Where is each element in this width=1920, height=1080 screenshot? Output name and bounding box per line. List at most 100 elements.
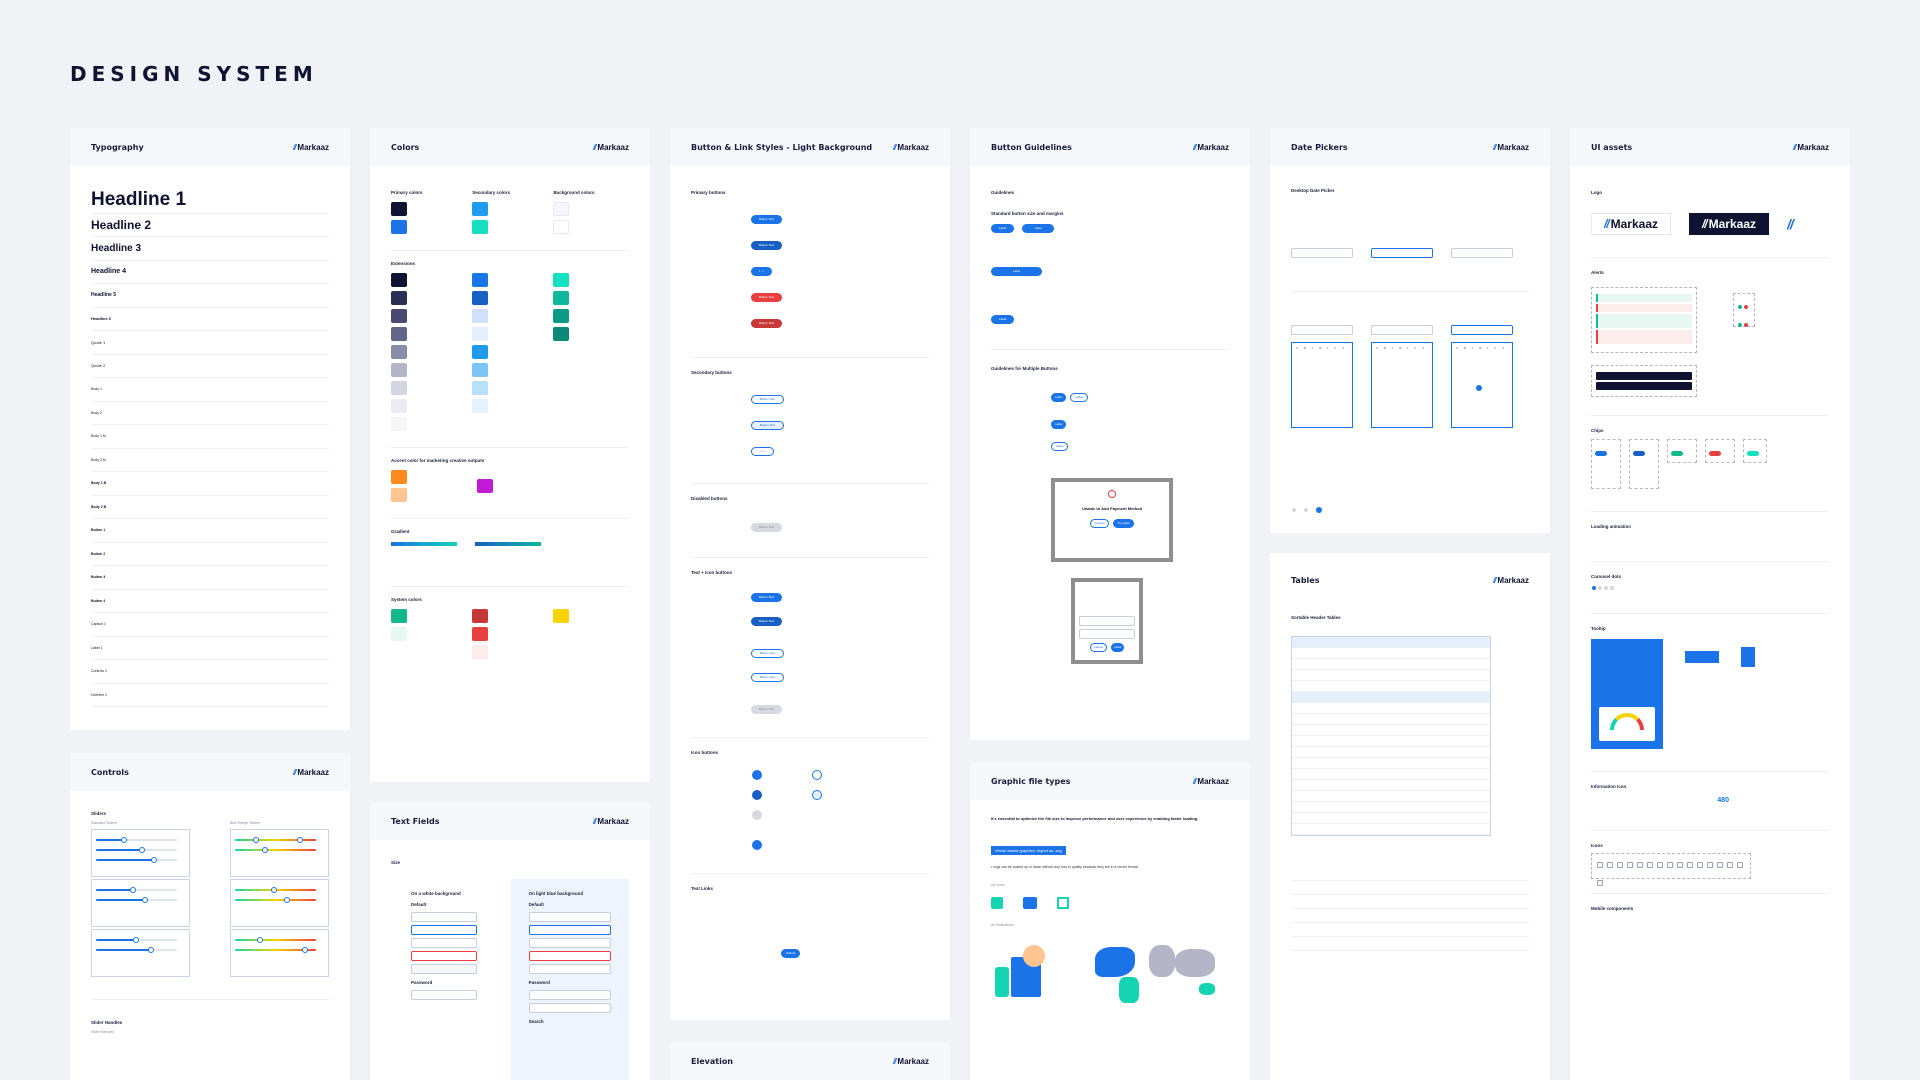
table-row[interactable] bbox=[1292, 747, 1490, 758]
table-row[interactable] bbox=[1292, 703, 1490, 714]
password-input[interactable] bbox=[528, 1003, 611, 1013]
table-row[interactable] bbox=[1291, 909, 1529, 923]
text-input[interactable] bbox=[411, 938, 477, 948]
label-button-outline[interactable]: Label bbox=[1051, 442, 1069, 451]
table-row[interactable] bbox=[1292, 791, 1490, 802]
chip[interactable] bbox=[1747, 451, 1759, 456]
danger-button-hover[interactable]: Button Text bbox=[751, 319, 782, 328]
primary-button[interactable]: Button Text bbox=[751, 215, 782, 224]
date-input[interactable] bbox=[1371, 325, 1433, 335]
date-input[interactable] bbox=[1291, 248, 1353, 258]
icon-text-button[interactable]: Button Text bbox=[751, 617, 782, 626]
range-slider[interactable] bbox=[235, 946, 324, 954]
table-row[interactable] bbox=[1292, 725, 1490, 736]
primary-button-hover[interactable]: Button Text bbox=[751, 241, 782, 250]
table-row[interactable] bbox=[1292, 802, 1490, 813]
password-input[interactable] bbox=[411, 990, 477, 1000]
cancel-button[interactable]: Cancel bbox=[1090, 519, 1110, 528]
range-slider[interactable] bbox=[235, 836, 324, 844]
date-input-focused[interactable] bbox=[1371, 248, 1433, 258]
toast-error[interactable] bbox=[1596, 382, 1692, 390]
icon-button[interactable] bbox=[752, 790, 762, 800]
pagination-dot-active[interactable] bbox=[1316, 507, 1322, 513]
slider[interactable] bbox=[96, 896, 185, 904]
table-row[interactable] bbox=[1292, 813, 1490, 824]
label-button-outline[interactable]: Label bbox=[1070, 393, 1088, 402]
text-input[interactable] bbox=[411, 964, 477, 974]
table-row[interactable] bbox=[1292, 648, 1490, 659]
date-input[interactable] bbox=[1451, 325, 1513, 335]
text-input[interactable] bbox=[528, 964, 611, 974]
carousel-dot[interactable] bbox=[1610, 586, 1614, 590]
table-row[interactable] bbox=[1291, 923, 1529, 937]
alert-success[interactable] bbox=[1596, 314, 1692, 328]
text-input[interactable] bbox=[528, 925, 611, 935]
password-input[interactable] bbox=[528, 990, 611, 1000]
toast-success[interactable] bbox=[1596, 372, 1692, 380]
slider[interactable] bbox=[96, 936, 185, 944]
range-slider[interactable] bbox=[235, 886, 324, 894]
pagination-dot[interactable] bbox=[1304, 508, 1308, 512]
text-input[interactable] bbox=[411, 912, 477, 922]
text-input[interactable] bbox=[411, 925, 477, 935]
table-row[interactable] bbox=[1292, 769, 1490, 780]
table-row[interactable] bbox=[1292, 659, 1490, 670]
table-row[interactable] bbox=[1291, 895, 1529, 909]
text-input[interactable] bbox=[1079, 616, 1135, 626]
label-button[interactable]: Label bbox=[991, 224, 1015, 233]
table-row[interactable] bbox=[1292, 714, 1490, 725]
secondary-button[interactable]: Button Text bbox=[751, 395, 784, 404]
secondary-button-hover[interactable]: Button Text bbox=[751, 421, 784, 430]
text-input[interactable] bbox=[1079, 629, 1135, 639]
icon-button[interactable] bbox=[752, 770, 762, 780]
table-header[interactable] bbox=[1292, 637, 1490, 648]
range-slider[interactable] bbox=[235, 846, 324, 854]
date-input-filled[interactable] bbox=[1451, 248, 1513, 258]
text-input[interactable] bbox=[411, 951, 477, 961]
label-button[interactable]: Label bbox=[991, 267, 1043, 276]
text-input[interactable] bbox=[528, 912, 611, 922]
add-icon-button[interactable] bbox=[752, 840, 762, 850]
alert-success[interactable] bbox=[1596, 294, 1692, 302]
range-slider[interactable] bbox=[235, 896, 324, 904]
chip[interactable] bbox=[1671, 451, 1683, 456]
icon-button-outline[interactable] bbox=[812, 790, 822, 800]
text-input[interactable] bbox=[528, 951, 611, 961]
carousel-dot[interactable] bbox=[1598, 586, 1602, 590]
cancel-button[interactable]: Cancel bbox=[1089, 643, 1107, 652]
slider[interactable] bbox=[96, 946, 185, 954]
table-row[interactable] bbox=[1292, 780, 1490, 791]
table-header[interactable] bbox=[1292, 692, 1490, 703]
chip[interactable] bbox=[1595, 451, 1607, 456]
submit-button[interactable]: Submit bbox=[781, 949, 801, 958]
carousel-dot[interactable] bbox=[1604, 586, 1608, 590]
label-button[interactable]: Label bbox=[1051, 420, 1067, 429]
icon-button-outline[interactable] bbox=[812, 770, 822, 780]
selected-day[interactable] bbox=[1476, 385, 1482, 391]
icon-text-button[interactable]: Button Text bbox=[751, 593, 782, 602]
range-slider[interactable] bbox=[235, 936, 324, 944]
primary-button-loading[interactable]: • • • bbox=[751, 267, 772, 276]
secondary-button-loading[interactable]: • • • bbox=[751, 447, 774, 456]
pagination-dot[interactable] bbox=[1292, 508, 1296, 512]
slider[interactable] bbox=[96, 886, 185, 894]
danger-button[interactable]: Button Text bbox=[751, 293, 782, 302]
carousel-dot-active[interactable] bbox=[1592, 586, 1596, 590]
slider[interactable] bbox=[96, 846, 185, 854]
table-row[interactable] bbox=[1292, 670, 1490, 681]
date-input[interactable] bbox=[1291, 325, 1353, 335]
label-button[interactable]: Label bbox=[1051, 393, 1067, 402]
text-input[interactable] bbox=[528, 938, 611, 948]
chip[interactable] bbox=[1709, 451, 1721, 456]
icon-text-button-outline[interactable]: Button Text bbox=[751, 673, 784, 682]
slider[interactable] bbox=[96, 856, 185, 864]
alert-error[interactable] bbox=[1596, 330, 1692, 344]
icon-text-button-outline[interactable]: Button Text bbox=[751, 649, 784, 658]
label-button[interactable]: Label bbox=[1022, 224, 1054, 233]
table-row[interactable] bbox=[1291, 937, 1529, 951]
table-row[interactable] bbox=[1292, 681, 1490, 692]
label-button[interactable]: Label bbox=[991, 315, 1015, 324]
table-row[interactable] bbox=[1292, 758, 1490, 769]
